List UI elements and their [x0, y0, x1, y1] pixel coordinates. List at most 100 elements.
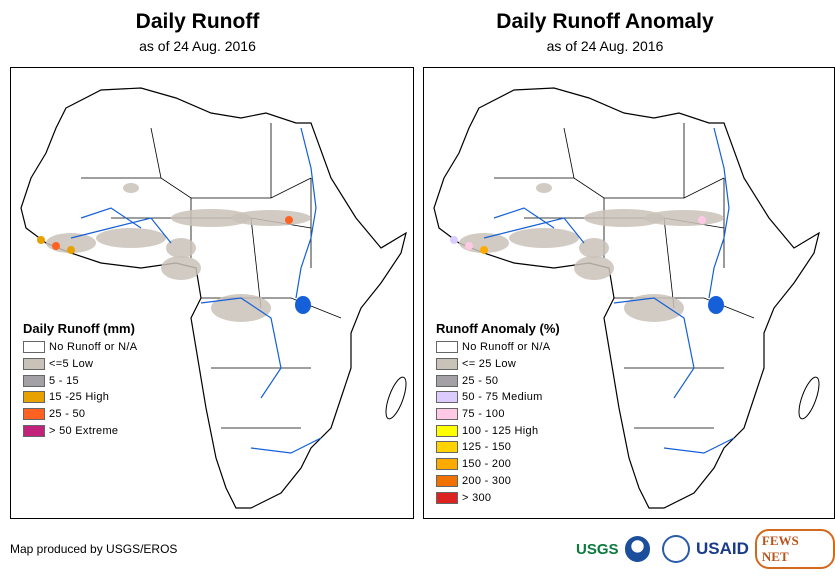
legend-item: No Runoff or N/A — [436, 339, 571, 356]
legend-item: 125 - 150 — [436, 439, 571, 456]
legend-swatch — [436, 408, 458, 421]
river — [483, 217, 585, 244]
legend-item: 200 - 300 — [436, 473, 571, 490]
country-border — [250, 217, 262, 309]
legend-label: > 300 — [462, 491, 492, 504]
runoff-area — [171, 209, 251, 227]
legend-swatch — [436, 458, 458, 471]
runoff-area — [161, 256, 201, 280]
usaid-seal — [662, 535, 690, 563]
left-map-title: Daily Runoff — [135, 10, 260, 33]
legend-item: 100 - 125 High — [436, 422, 571, 439]
legend-item: <= 25 Low — [436, 356, 571, 373]
high-runoff-spot — [450, 236, 458, 244]
legend-label: 200 - 300 — [462, 474, 512, 487]
runoff-area — [231, 210, 311, 226]
river — [663, 437, 735, 454]
legend-swatch — [436, 441, 458, 454]
river — [80, 207, 142, 229]
legend-item: > 50 Extreme — [23, 422, 141, 439]
legend-label: No Runoff or N/A — [49, 341, 138, 354]
legend-swatch — [23, 391, 45, 404]
legend-swatch — [23, 408, 45, 421]
madagascar — [798, 376, 820, 420]
africa-map — [20, 87, 407, 509]
legend-title: Daily Runoff (mm) — [23, 321, 135, 336]
legend-swatch — [23, 424, 45, 437]
high-runoff-spot — [285, 216, 293, 224]
legend-label: 125 - 150 — [462, 441, 512, 454]
legend-swatch — [23, 358, 45, 371]
legend-swatch — [436, 374, 458, 387]
runoff-area — [536, 183, 552, 193]
country-border — [663, 217, 675, 309]
usaid-logo: USAID — [695, 539, 749, 558]
legend-item: 5 - 15 — [23, 372, 141, 389]
high-runoff-spot — [480, 246, 488, 254]
legend-item: 75 - 100 — [436, 406, 571, 423]
legend-label: 50 - 75 Medium — [462, 391, 543, 404]
legend-label: > 50 Extreme — [49, 424, 119, 437]
legend-swatch — [436, 474, 458, 487]
right-map-title: Daily Runoff Anomaly — [496, 10, 714, 33]
legend-item: > 300 — [436, 489, 571, 506]
legend-label: 15 -25 High — [49, 391, 110, 404]
legend-label: 25 - 50 — [49, 408, 86, 421]
legend-item: 15 -25 High — [23, 389, 141, 406]
fewsnet-logo: FEWS NET — [754, 529, 835, 569]
legend-item: <=5 Low — [23, 356, 141, 373]
legend-item: 25 - 50 — [436, 372, 571, 389]
runoff-anomaly-map: Runoff Anomaly (%) No Runoff or N/A <= 25… — [423, 67, 835, 519]
africa-map — [433, 87, 820, 509]
lake-victoria — [708, 296, 724, 314]
legend-label: 5 - 15 — [49, 374, 79, 387]
runoff-area — [644, 210, 724, 226]
country-border — [563, 127, 575, 179]
runoff-area — [166, 238, 196, 258]
river — [200, 297, 282, 399]
legend-label: No Runoff or N/A — [462, 341, 551, 354]
runoff-area — [579, 238, 609, 258]
river — [613, 297, 695, 399]
right-map-subtitle: as of 24 Aug. 2016 — [546, 38, 664, 54]
legend-swatch — [23, 374, 45, 387]
map-credit: Map produced by USGS/EROS — [10, 542, 178, 556]
legend-item: No Runoff or N/A — [23, 339, 141, 356]
noaa-logo — [624, 536, 651, 562]
usgs-logo: USGS — [576, 540, 619, 558]
river — [250, 437, 322, 454]
runoff-area — [509, 228, 579, 248]
legend-swatch — [436, 491, 458, 504]
legend-swatch — [436, 341, 458, 354]
madagascar — [385, 376, 407, 420]
high-runoff-spot — [52, 242, 60, 250]
runoff-area — [624, 294, 684, 322]
legend-label: 100 - 125 High — [462, 424, 539, 437]
left-map-subtitle: as of 24 Aug. 2016 — [139, 38, 256, 54]
legend-title: Runoff Anomaly (%) — [436, 321, 560, 336]
river — [70, 217, 172, 244]
high-runoff-spot — [698, 216, 706, 224]
river — [708, 127, 730, 299]
legend-swatch — [436, 358, 458, 371]
river — [295, 127, 317, 299]
daily-runoff-map: Daily Runoff (mm) No Runoff or N/A <=5 Lo… — [10, 67, 414, 519]
legend-swatch — [436, 424, 458, 437]
runoff-anomaly-legend: Runoff Anomaly (%) No Runoff or N/A <= 25… — [432, 318, 575, 509]
runoff-area — [96, 228, 166, 248]
lake-victoria — [295, 296, 311, 314]
agency-logos: USGS USAID FEWS NET — [576, 529, 835, 569]
runoff-area — [211, 294, 271, 322]
legend-item: 150 - 200 — [436, 456, 571, 473]
legend-label: <= 25 Low — [462, 358, 517, 371]
runoff-area — [584, 209, 664, 227]
river — [493, 207, 555, 229]
legend-label: 150 - 200 — [462, 458, 512, 471]
legend-swatch — [436, 391, 458, 404]
runoff-area — [123, 183, 139, 193]
high-runoff-spot — [67, 246, 75, 254]
legend-swatch — [23, 341, 45, 354]
country-border — [150, 127, 162, 179]
legend-label: <=5 Low — [49, 358, 94, 371]
legend-item: 25 - 50 — [23, 406, 141, 423]
